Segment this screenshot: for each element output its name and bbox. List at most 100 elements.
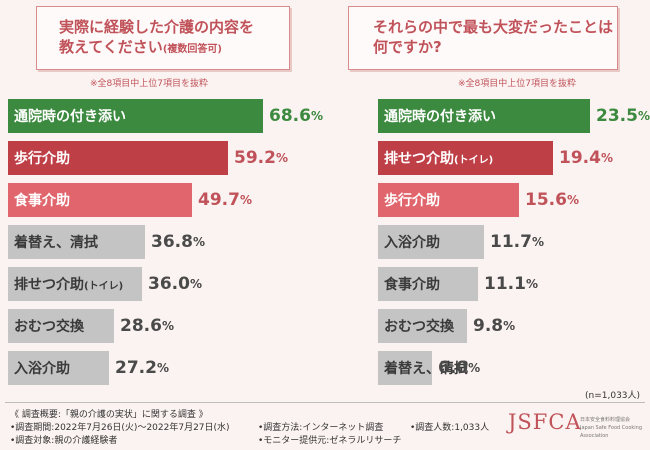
right-bar-label: 排せつ介助 [384, 151, 454, 167]
survey-method: •調査方法:インターネット調査 [258, 423, 384, 433]
left-chart-panel: 実際に経験した介護の内容を 教えてください(複数回答可) ※全8項目中上位7項目… [8, 0, 323, 400]
left-data-value: 59.2 [234, 148, 276, 168]
right-data-unit: % [531, 235, 544, 249]
left-bar: 歩行介助 [8, 141, 228, 175]
right-title-line2: 何ですか? [373, 38, 442, 56]
left-bar-row: 入浴介助 27.2% [8, 351, 308, 385]
left-bar-row: おむつ交換 28.6% [8, 309, 308, 343]
left-bar: 通院時の付き添い [8, 99, 263, 133]
right-title-box: それらの中で最も大変だったことは 何ですか? [348, 6, 618, 70]
left-title-box: 実際に経験した介護の内容を 教えてください(複数回答可) [36, 6, 290, 70]
right-bar: 着替え、清拭 [378, 351, 468, 385]
right-bar-label: 通院時の付き添い [384, 109, 496, 125]
logo-subtitle-jp: 日本安全食料料理協会 [580, 417, 631, 423]
right-data-label: 15.6% [525, 183, 579, 217]
left-bar-label: 排せつ介助 [14, 277, 84, 293]
survey-title: 《 調査概要:「親の介護の実状」に関する調査 》 [10, 410, 208, 420]
survey-subjects: •調査対象:親の介護経験者 [10, 436, 118, 446]
right-data-value: 9.8 [473, 316, 504, 336]
left-data-value: 27.2 [115, 358, 157, 378]
right-bar-label: 食事介助 [384, 277, 440, 293]
left-bar-label: 歩行介助 [14, 151, 70, 167]
left-bar-label: おむつ交換 [14, 319, 84, 335]
right-data-label: 19.4% [559, 141, 613, 175]
left-data-label: 36.8% [151, 225, 205, 259]
right-bar: 食事介助 [378, 267, 478, 301]
left-bar: 食事介助 [8, 183, 192, 217]
left-data-unit: % [192, 235, 205, 249]
right-title-line1: それらの中で最も大変だったことは [373, 18, 614, 36]
left-bar-label: 着替え、清拭 [14, 235, 98, 251]
left-bar-row: 通院時の付き添い 68.6% [8, 99, 323, 133]
left-data-unit: % [189, 277, 202, 291]
left-data-value: 68.6 [269, 106, 311, 126]
left-footnote: ※全8項目中上位7項目を抜粋 [90, 79, 208, 89]
right-data-unit: % [503, 319, 516, 333]
left-bar-label-note: (トイレ) [84, 280, 124, 292]
left-data-unit: % [239, 193, 252, 207]
logo-subtitle-en: Japan Safe Food Cooking Association [580, 425, 643, 439]
logo-subtitle: 日本安全食料料理協会 Japan Safe Food Cooking Assoc… [580, 416, 650, 440]
right-data-label: 23.5% [596, 99, 650, 133]
right-bar-label: 入浴介助 [384, 235, 440, 251]
right-data-value: 6.0 [438, 358, 469, 378]
right-data-label: 6.0% [438, 351, 480, 385]
right-data-unit: % [468, 361, 481, 375]
left-bar: おむつ交換 [8, 309, 114, 343]
right-data-value: 19.4 [559, 148, 601, 168]
left-bar: 着替え、清拭 [8, 225, 145, 259]
right-data-value: 23.5 [596, 106, 638, 126]
left-data-unit: % [275, 151, 288, 165]
right-bar: おむつ交換 [378, 309, 467, 343]
left-data-label: 49.7% [198, 183, 252, 217]
left-bar: 排せつ介助 (トイレ) [8, 267, 142, 301]
survey-provider: •モニター提供元:ゼネラルリサーチ [258, 436, 402, 446]
left-data-label: 36.0% [148, 267, 202, 301]
right-bar-row: 通院時の付き添い 23.5% [378, 99, 650, 133]
left-bar-row: 着替え、清拭 36.8% [8, 225, 308, 259]
left-bar-label: 入浴介助 [14, 361, 70, 377]
right-bar: 入浴介助 [378, 225, 484, 259]
right-data-label: 11.1% [484, 267, 538, 301]
right-bar-row: 歩行介助 15.6% [378, 183, 646, 217]
right-bar-label: 歩行介助 [384, 193, 440, 209]
jsfca-logo: JSFCA [508, 410, 582, 434]
left-data-label: 68.6% [269, 99, 323, 133]
right-data-value: 11.1 [484, 274, 526, 294]
left-data-label: 27.2% [115, 351, 169, 385]
right-data-value: 15.6 [525, 190, 567, 210]
left-data-value: 49.7 [198, 190, 240, 210]
right-data-value: 11.7 [490, 232, 532, 252]
survey-period: •調査期間:2022年7月26日(火)〜2022年7月27日(水) [10, 423, 230, 433]
right-bar: 通院時の付き添い [378, 99, 590, 133]
left-data-unit: % [161, 319, 174, 333]
right-data-label: 11.7% [490, 225, 544, 259]
left-bar-label: 食事介助 [14, 193, 70, 209]
left-bar: 入浴介助 [8, 351, 109, 385]
right-bar-row: 食事介助 11.1% [378, 267, 646, 301]
right-chart-panel: それらの中で最も大変だったことは 何ですか? ※全8項目中上位7項目を抜粋 通院… [348, 0, 650, 400]
survey-respondents: •調査人数:1,033人 [410, 423, 490, 433]
left-bar-label: 通院時の付き添い [14, 109, 126, 125]
right-data-label: 9.8% [473, 309, 515, 343]
right-bar-row: 着替え、清拭 6.0% [378, 351, 646, 385]
left-data-value: 28.6 [120, 316, 162, 336]
right-data-unit: % [525, 277, 538, 291]
right-footnote: ※全8項目中上位7項目を抜粋 [458, 79, 576, 89]
right-data-unit: % [566, 193, 579, 207]
right-bar-row: 入浴介助 11.7% [378, 225, 646, 259]
sample-size-label: (n=1,033人) [585, 391, 641, 401]
left-title-main: 教えてください [59, 38, 163, 56]
right-bar-label-note: (トイレ) [454, 154, 494, 166]
left-title-line1: 実際に経験した介護の内容を [59, 18, 255, 36]
left-data-value: 36.0 [148, 274, 190, 294]
right-bar-label: おむつ交換 [384, 319, 454, 335]
right-data-unit: % [637, 109, 650, 123]
right-data-unit: % [600, 151, 613, 165]
left-data-unit: % [156, 361, 169, 375]
right-bar-row: 排せつ介助 (トイレ) 19.4% [378, 141, 646, 175]
left-data-value: 36.8 [151, 232, 193, 252]
left-bar-row: 排せつ介助 (トイレ) 36.0% [8, 267, 308, 301]
left-title-line2: 教えてください(複数回答可) [59, 37, 289, 60]
right-bar-row: おむつ交換 9.8% [378, 309, 646, 343]
